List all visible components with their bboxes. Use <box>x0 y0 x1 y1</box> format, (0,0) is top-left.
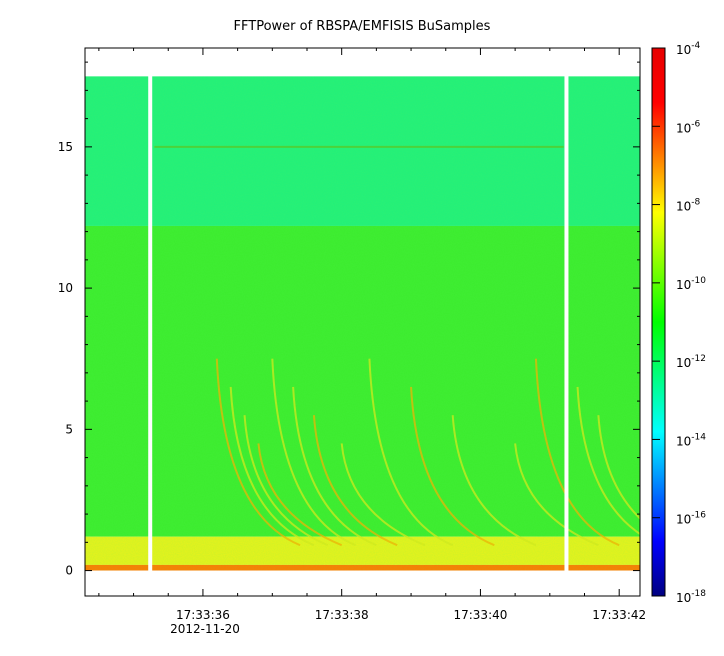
x-tick-label: 17:33:40 <box>453 608 507 622</box>
y-tick-label: 0 <box>65 564 73 578</box>
colorbar-tick-label: 10-18 <box>676 589 706 605</box>
y-axis: 0 5 10 15 <box>58 61 640 578</box>
colorbar-gradient <box>651 47 666 597</box>
x-tick-label: 17:33:38 <box>315 608 369 622</box>
colorbar-tick-label: 10-14 <box>676 432 706 448</box>
y-tick-label: 10 <box>58 281 73 295</box>
colorbar-ticks: 10-4 10-6 10-8 10-10 10-12 10-14 10-16 10-18 <box>652 41 706 605</box>
colorbar-tick-label: 10-6 <box>676 119 701 135</box>
colorbar-tick-label: 10-8 <box>676 198 701 214</box>
data-gap-1 <box>564 48 569 596</box>
colorbar-tick-label: 10-10 <box>676 276 706 292</box>
plot-area <box>85 48 640 596</box>
x-axis: 17:33:36 17:33:38 17:33:40 17:33:42 <box>98 48 646 622</box>
empty-top <box>85 48 640 77</box>
colorbar-tick-label: 10-16 <box>676 511 706 527</box>
y-tick-label: 15 <box>58 140 73 154</box>
plot-frame <box>84 47 641 597</box>
data-gaps <box>85 48 640 596</box>
x-tick-label: 17:33:36 <box>176 608 230 622</box>
noise-texture <box>85 73 640 572</box>
x-tick-label: 17:33:42 <box>592 608 646 622</box>
colorbar: 10-4 10-6 10-8 10-10 10-12 10-14 10-16 10-18 <box>651 41 706 605</box>
x-date-label: 2012-11-20 <box>170 622 240 636</box>
empty-bottom <box>85 570 640 596</box>
y-tick-label: 5 <box>65 422 73 436</box>
colorbar-tick-label: 10-12 <box>676 354 706 370</box>
data-gap-0 <box>148 48 153 596</box>
colorbar-tick-label: 10-4 <box>676 41 701 57</box>
chart-title: FFTPower of RBSPA/EMFISIS BuSamples <box>234 19 491 34</box>
